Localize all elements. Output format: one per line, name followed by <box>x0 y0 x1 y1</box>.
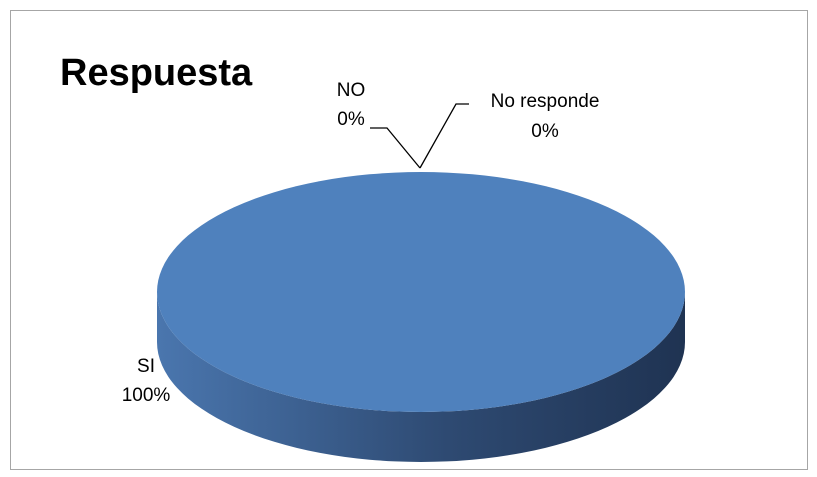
slice-label-no-responde-name: No responde <box>491 91 600 112</box>
chart-title: Respuesta <box>60 52 253 94</box>
slice-label-no-value: 0% <box>337 109 365 130</box>
slice-label-no-name: NO <box>337 80 366 101</box>
leader-line-no-responde <box>419 103 469 169</box>
leader-lines <box>370 103 469 169</box>
pie-slice-si <box>157 172 685 412</box>
pie-slice-si-side <box>157 292 685 462</box>
leader-line-no <box>370 127 421 169</box>
slice-label-si-value: 100% <box>122 385 171 406</box>
slice-label-no-responde-value: 0% <box>531 121 559 142</box>
slice-label-si-name: SI <box>137 356 155 377</box>
